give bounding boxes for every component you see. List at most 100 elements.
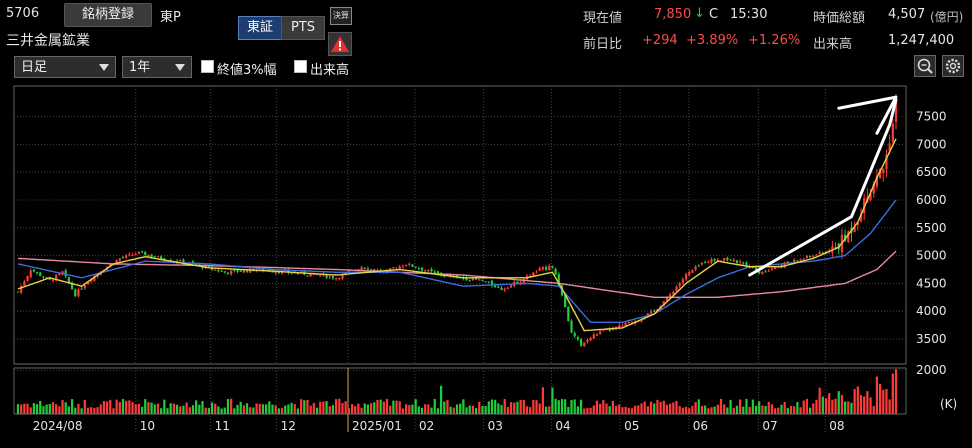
volume-bar xyxy=(23,403,26,414)
volume-bar xyxy=(770,404,774,414)
candle-body xyxy=(627,321,630,323)
volume-bar xyxy=(230,398,233,414)
volume-bar xyxy=(64,402,67,414)
moving-average-mid xyxy=(17,199,897,323)
tab-pts[interactable]: PTS xyxy=(281,16,325,40)
volume-bar xyxy=(716,404,719,414)
volume-bar xyxy=(678,406,681,414)
volume-bar xyxy=(659,401,662,414)
x-tick-label: 2024/08 xyxy=(33,419,83,433)
candle-body xyxy=(465,278,468,281)
volume-bar xyxy=(468,405,471,414)
range-select[interactable]: 1年 xyxy=(122,56,192,78)
candle-body xyxy=(131,254,134,256)
y-tick-label: 4500 xyxy=(916,276,947,290)
close-3pct-checkbox[interactable] xyxy=(201,60,214,73)
volume-bar xyxy=(385,398,389,414)
volume-bar xyxy=(80,408,83,414)
volume-bar xyxy=(551,387,554,414)
volume-bar xyxy=(331,405,335,414)
candle-body xyxy=(32,269,36,272)
volume-bar xyxy=(831,399,834,414)
volume-bar xyxy=(233,408,236,414)
volume-bar xyxy=(284,405,287,414)
settings-button[interactable] xyxy=(942,55,964,77)
candle-body xyxy=(125,255,128,258)
volume-bar xyxy=(837,391,840,414)
y-tick-label: 6000 xyxy=(916,193,947,207)
register-button[interactable]: 銘柄登録 xyxy=(64,3,152,27)
candle-body xyxy=(309,273,312,277)
volume-bar xyxy=(694,402,697,414)
volume-bar xyxy=(433,398,436,414)
x-tick-label: 12 xyxy=(281,419,296,433)
volume-bar xyxy=(891,373,894,414)
volume-bar xyxy=(287,404,290,414)
candle-body xyxy=(360,267,363,271)
volume-bar xyxy=(20,404,23,414)
candle-body xyxy=(802,258,805,260)
candle-body xyxy=(859,214,863,222)
volume-bar xyxy=(592,405,595,414)
candle-body xyxy=(688,272,691,276)
candle-body xyxy=(694,266,697,270)
candle-body xyxy=(389,268,392,270)
mcap-label: 時価総額 xyxy=(813,11,866,26)
volume-bar xyxy=(656,399,659,414)
candle-body xyxy=(618,325,621,328)
volume-bar xyxy=(828,393,831,414)
volume-bar xyxy=(494,399,497,414)
volume-bar xyxy=(32,403,36,414)
candle-body xyxy=(137,251,140,254)
candle-body xyxy=(455,275,459,277)
candlestick-chart[interactable]: 2024/08 10 11 12 2025/01 02 03 04 05 06 07 08 3500 40… xyxy=(0,84,972,448)
volume-bar xyxy=(134,404,137,414)
volume-bar xyxy=(188,407,191,414)
candle-body xyxy=(770,268,774,270)
volume-bar xyxy=(382,401,385,414)
volume-bar xyxy=(363,403,366,414)
volume-bar xyxy=(793,406,796,414)
candle-body xyxy=(742,262,745,264)
x-tick-label: 11 xyxy=(215,419,230,433)
candle-body xyxy=(538,268,541,271)
volume-bar xyxy=(309,405,312,414)
volume-bar xyxy=(697,399,700,414)
volume-bar xyxy=(357,403,360,414)
candle-body xyxy=(723,258,726,261)
volume-bar xyxy=(589,407,592,414)
volume-bar xyxy=(420,407,424,414)
settlement-badge[interactable]: 決算 xyxy=(330,7,352,25)
moving-average-short xyxy=(17,138,897,332)
volume-bar xyxy=(325,401,328,414)
candle-body xyxy=(29,270,32,277)
volume-bar xyxy=(389,405,392,414)
volume-bar xyxy=(366,404,370,414)
chevron-down-icon xyxy=(175,64,185,71)
volume-bar xyxy=(153,404,156,414)
candle-body xyxy=(834,246,837,248)
warning-button[interactable] xyxy=(328,32,352,56)
candle-body xyxy=(217,270,220,272)
candle-body xyxy=(691,269,694,273)
volume-bar xyxy=(643,401,646,414)
volume-bar xyxy=(579,399,583,414)
volume-checkbox[interactable] xyxy=(294,60,307,73)
candle-body xyxy=(175,261,179,263)
tab-tse[interactable]: 東証 xyxy=(238,16,282,40)
quote-time: 15:30 xyxy=(730,7,768,22)
candle-body xyxy=(494,285,497,288)
volume-bar xyxy=(710,407,713,414)
volume-bar xyxy=(557,400,560,414)
mcap-value: 4,507 xyxy=(888,7,926,22)
volume-bar xyxy=(220,408,223,414)
volume-bar xyxy=(548,406,551,414)
period-select[interactable]: 日足 xyxy=(14,56,116,78)
candle-body xyxy=(274,271,277,274)
quote-header: 5706 銘柄登録 東P 三井金属鉱業 東証 PTS 決算 現在値 7,850 … xyxy=(0,0,972,82)
volume-bar xyxy=(369,403,373,414)
y-tick-label: 6500 xyxy=(916,165,947,179)
candle-body xyxy=(780,264,783,267)
zoom-button[interactable] xyxy=(914,55,936,77)
candle-body xyxy=(856,222,859,225)
